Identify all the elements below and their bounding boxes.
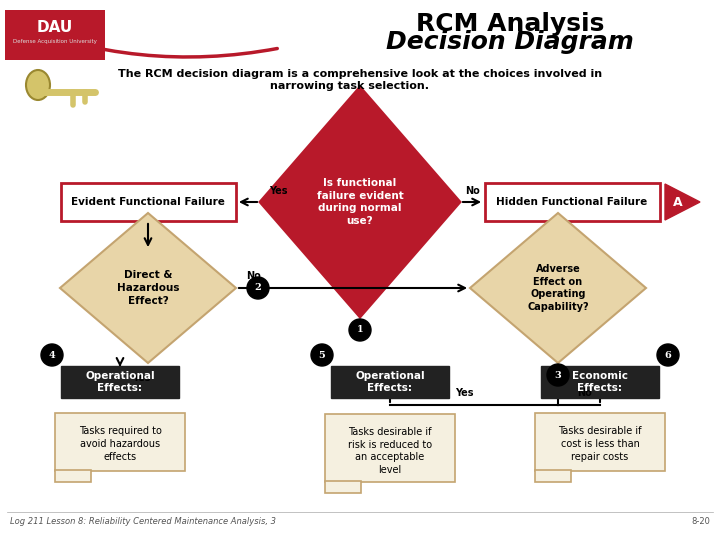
- FancyBboxPatch shape: [541, 366, 659, 398]
- Text: Hidden Functional Failure: Hidden Functional Failure: [496, 197, 647, 207]
- Polygon shape: [60, 213, 236, 363]
- FancyBboxPatch shape: [5, 10, 105, 60]
- Text: Direct &
Hazardous
Effect?: Direct & Hazardous Effect?: [117, 270, 179, 306]
- Text: The RCM decision diagram is a comprehensive look at the choices involved in: The RCM decision diagram is a comprehens…: [118, 69, 602, 79]
- Text: Tasks required to
avoid hazardous
effects: Tasks required to avoid hazardous effect…: [78, 426, 161, 462]
- Text: 4: 4: [49, 350, 55, 360]
- Text: RCM Analysis: RCM Analysis: [416, 12, 604, 36]
- FancyBboxPatch shape: [325, 414, 455, 482]
- FancyBboxPatch shape: [331, 366, 449, 398]
- FancyBboxPatch shape: [60, 183, 235, 221]
- Circle shape: [657, 344, 679, 366]
- Text: Tasks desirable if
cost is less than
repair costs: Tasks desirable if cost is less than rep…: [558, 426, 642, 462]
- Text: No: No: [465, 186, 480, 196]
- Text: Yes: Yes: [269, 186, 287, 196]
- Text: DAU: DAU: [37, 21, 73, 36]
- Text: narrowing task selection.: narrowing task selection.: [270, 81, 429, 91]
- Text: No: No: [246, 271, 261, 281]
- FancyBboxPatch shape: [535, 470, 572, 482]
- Circle shape: [247, 277, 269, 299]
- FancyBboxPatch shape: [485, 183, 660, 221]
- Text: No: No: [577, 388, 591, 398]
- Polygon shape: [260, 87, 460, 317]
- Text: Yes: Yes: [455, 388, 473, 398]
- Text: 3: 3: [554, 370, 562, 380]
- Polygon shape: [665, 184, 700, 220]
- FancyBboxPatch shape: [55, 413, 185, 471]
- Text: 6: 6: [665, 350, 671, 360]
- Text: 5: 5: [319, 350, 325, 360]
- Text: Log 211 Lesson 8: Reliability Centered Maintenance Analysis, 3: Log 211 Lesson 8: Reliability Centered M…: [10, 517, 276, 526]
- Circle shape: [41, 344, 63, 366]
- FancyBboxPatch shape: [535, 413, 665, 471]
- Ellipse shape: [26, 70, 50, 100]
- Text: Defense Acquisition University: Defense Acquisition University: [13, 39, 97, 44]
- Text: Operational
Effects:: Operational Effects:: [355, 371, 425, 393]
- Text: Yes: Yes: [132, 373, 150, 383]
- Text: Adverse
Effect on
Operating
Capability?: Adverse Effect on Operating Capability?: [527, 265, 589, 312]
- Text: 1: 1: [356, 326, 364, 334]
- FancyBboxPatch shape: [55, 470, 91, 482]
- FancyArrowPatch shape: [8, 21, 277, 57]
- Text: A: A: [673, 195, 683, 208]
- Text: Tasks desirable if
risk is reduced to
an acceptable
level: Tasks desirable if risk is reduced to an…: [348, 427, 432, 475]
- Circle shape: [547, 364, 569, 386]
- Text: 2: 2: [255, 284, 261, 293]
- Text: Decision Diagram: Decision Diagram: [386, 30, 634, 54]
- FancyBboxPatch shape: [61, 366, 179, 398]
- Polygon shape: [470, 213, 646, 363]
- Text: Economic
Effects:: Economic Effects:: [572, 371, 628, 393]
- Text: 8-20: 8-20: [691, 517, 710, 526]
- Circle shape: [349, 319, 371, 341]
- Text: Evident Functional Failure: Evident Functional Failure: [71, 197, 225, 207]
- FancyBboxPatch shape: [325, 481, 361, 493]
- Text: Is functional
failure evident
during normal
use?: Is functional failure evident during nor…: [317, 178, 403, 226]
- Circle shape: [311, 344, 333, 366]
- Text: Operational
Effects:: Operational Effects:: [85, 371, 155, 393]
